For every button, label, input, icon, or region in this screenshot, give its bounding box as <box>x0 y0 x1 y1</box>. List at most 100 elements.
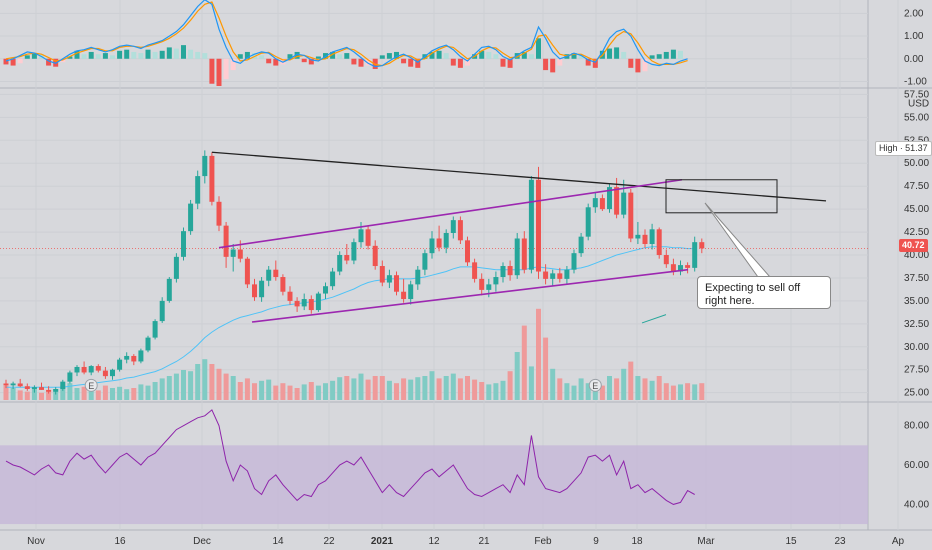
x-axis-tick-label: 23 <box>834 536 846 547</box>
x-axis-tick-label: 15 <box>785 536 797 547</box>
oscillator-histogram-bar <box>124 49 130 59</box>
candle-body <box>74 366 80 373</box>
earnings-marker <box>84 378 98 392</box>
rsi-tick-label: 80.00 <box>904 421 929 432</box>
oscillator-histogram-bar <box>585 58 591 66</box>
annotation-text: Expecting to sell off right here. <box>705 282 801 307</box>
high-price-badge: High ∙ 51.37 <box>875 141 932 156</box>
volume-bar <box>308 382 314 400</box>
volume-bar <box>102 385 108 400</box>
oscillator-histogram-bar <box>308 58 314 65</box>
candle-body <box>188 203 194 232</box>
candle-body <box>273 269 279 278</box>
x-axis-tick-label: Nov <box>27 536 45 547</box>
oscillator-histogram-bar <box>287 54 293 59</box>
volume-bar <box>337 377 343 400</box>
oscillator-histogram-bar <box>3 58 9 65</box>
volume-bar <box>493 383 499 400</box>
price-tick-label: 42.50 <box>904 227 929 238</box>
candle-body <box>514 238 520 276</box>
price-tick-label: 40.00 <box>904 250 929 261</box>
volume-bar <box>266 379 272 400</box>
volume-bar <box>628 361 634 400</box>
volume-bar <box>649 380 655 400</box>
volume-bar <box>10 388 16 400</box>
volume-bar <box>181 370 186 400</box>
oscillator-histogram-bar <box>223 58 229 80</box>
volume-bar <box>408 379 414 400</box>
candle-body <box>287 291 293 301</box>
oscillator-histogram-bar <box>571 53 577 59</box>
oscillator-histogram-bar <box>621 51 627 59</box>
candle-body <box>465 240 470 263</box>
oscillator-histogram-bar <box>74 50 80 59</box>
volume-bar <box>550 368 556 400</box>
oscillator-tick-label: 1.00 <box>904 31 924 42</box>
volume-bar <box>53 389 59 400</box>
oscillator-histogram-bar <box>486 51 492 59</box>
volume-bar <box>685 383 691 400</box>
candle-body <box>699 242 705 249</box>
oscillator-histogram-bar <box>429 51 435 59</box>
oscillator-histogram-bar <box>344 53 350 59</box>
oscillator-histogram-bar <box>95 54 101 59</box>
candle-body <box>507 266 513 276</box>
volume-bar <box>323 383 328 400</box>
candle-body <box>323 286 328 294</box>
oscillator-histogram-bar <box>578 55 584 59</box>
oscillator-histogram-bar <box>536 38 541 59</box>
candle-body <box>131 355 137 362</box>
oscillator-histogram-bar <box>195 51 201 59</box>
candle-body <box>621 192 627 215</box>
oscillator-histogram-bar <box>131 51 137 59</box>
x-axis-tick-label: 14 <box>272 536 284 547</box>
rsi-line <box>5 409 695 505</box>
candle-body <box>24 386 30 389</box>
candle-body <box>181 231 186 257</box>
candle-body <box>102 370 108 377</box>
oscillator-histogram-bar <box>315 56 321 59</box>
volume-bar <box>67 383 73 400</box>
candle-body <box>244 258 250 285</box>
candle-body <box>500 266 506 278</box>
oscillator-histogram-bar <box>358 58 364 67</box>
high-label: High <box>879 143 898 153</box>
high-separator: ∙ <box>900 143 903 153</box>
oscillator-histogram-bar <box>465 58 470 66</box>
volume-bar <box>152 382 158 400</box>
volume-bar <box>117 386 123 400</box>
oscillator-histogram-bar <box>386 53 392 59</box>
candle-body <box>386 275 392 283</box>
earnings-marker-label: E <box>88 381 94 391</box>
candle-body <box>592 198 598 208</box>
volume-bar <box>663 383 669 400</box>
candle-body <box>259 280 265 298</box>
volume-bar <box>642 378 648 400</box>
oscillator-histogram-bar <box>351 58 357 65</box>
volume-bar <box>500 380 506 400</box>
volume-bar <box>31 388 37 400</box>
candle-body <box>152 321 158 338</box>
volume-bar <box>24 391 30 400</box>
oscillator-histogram-bar <box>678 50 683 59</box>
volume-bar <box>571 385 577 400</box>
volume-bar <box>131 388 137 400</box>
oscillator-histogram-bar <box>379 55 385 59</box>
oscillator-histogram-bar <box>81 54 87 59</box>
annotation-callout[interactable]: Expecting to sell off right here. <box>697 276 831 309</box>
oscillator-histogram-bar <box>216 58 222 86</box>
candle-body <box>17 383 23 387</box>
candle-body <box>252 284 257 298</box>
oscillator-histogram-bar <box>173 48 179 59</box>
oscillator-histogram-bar <box>273 58 279 66</box>
candle-body <box>429 238 435 254</box>
volume-bar <box>166 376 172 400</box>
x-axis-tick-label: Mar <box>697 536 715 547</box>
oscillator-histogram-bar <box>17 58 23 64</box>
candle-body <box>521 238 527 270</box>
moving-average-line <box>6 246 695 388</box>
candle-body <box>330 271 336 287</box>
candle-body <box>472 262 478 279</box>
oscillator-histogram-bar <box>450 58 456 66</box>
